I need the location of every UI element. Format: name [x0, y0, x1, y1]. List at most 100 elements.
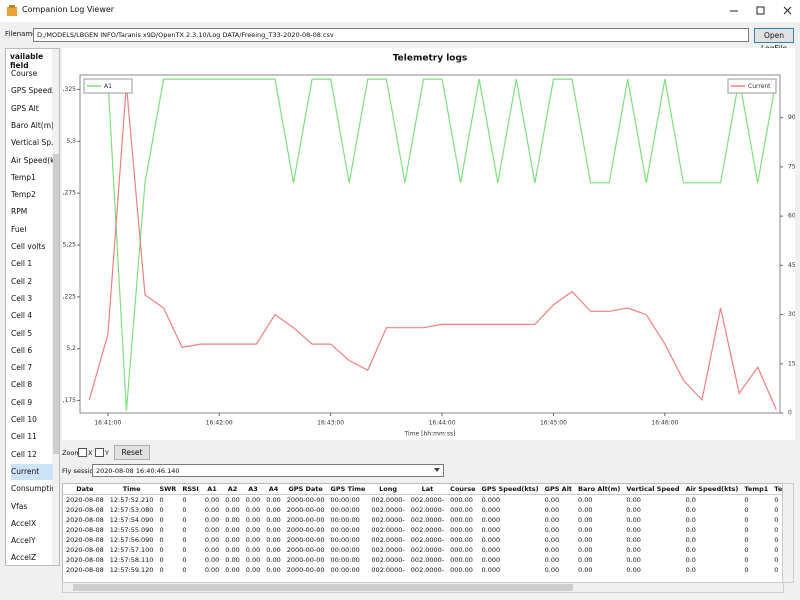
table-cell: 0.0	[685, 506, 696, 514]
field-item[interactable]: Cell 9	[11, 397, 33, 407]
table-cell: 002.0000-	[371, 566, 405, 574]
zoom-y-checkbox[interactable]	[95, 448, 104, 457]
x-tick-label: 16:42:00	[206, 420, 233, 427]
table-cell: 0.00	[245, 506, 261, 514]
table-cell: 0	[774, 536, 779, 544]
column-header[interactable]: Long	[368, 484, 408, 495]
table-cell: 0.00	[245, 496, 261, 504]
column-header[interactable]: GPS Speed(kts)	[478, 484, 542, 495]
field-item[interactable]: RPM	[11, 207, 28, 217]
table-cell: 0.00	[544, 526, 560, 534]
field-item[interactable]: Fuel	[11, 224, 27, 234]
field-item[interactable]: AccelZ	[11, 553, 37, 563]
filename-field[interactable]: D:/MODELS/LBGEN INFO/Taranis x9D/OpenTX …	[33, 28, 749, 42]
field-item[interactable]: Air Speed(k...	[11, 155, 53, 165]
column-header[interactable]: Air Speed(kts)	[682, 484, 742, 495]
field-item[interactable]: Vertical Sp...	[11, 138, 53, 148]
field-item[interactable]: Cell 11	[11, 432, 37, 442]
table-cell: 002.0000-	[371, 496, 405, 504]
sessions-label: Fly sessions	[62, 467, 101, 475]
open-logfile-button[interactable]: Open LogFile	[754, 28, 794, 53]
table-cell: 0.000	[481, 516, 501, 524]
table-cell: 0	[182, 546, 187, 554]
column-header[interactable]: Course	[447, 484, 479, 495]
field-item[interactable]: AccelY	[11, 536, 36, 546]
table-cell: 0.00	[626, 536, 641, 544]
field-item[interactable]: Cell 4	[11, 311, 33, 321]
field-item[interactable]: Cell 12	[11, 449, 37, 459]
y2-tick-label: 30	[788, 311, 795, 318]
table-cell: 0.00	[204, 506, 220, 514]
field-item[interactable]: Cell 5	[11, 328, 33, 338]
field-item[interactable]: Current	[11, 463, 53, 480]
table-cell: 0.00	[204, 536, 220, 544]
sessions-dropdown[interactable]: 2020-08-08 16:40:46.140	[92, 464, 444, 477]
column-header[interactable]: A1	[201, 484, 223, 495]
table-cell: 0.00	[225, 556, 240, 564]
column-header[interactable]: Baro Alt(m)	[575, 484, 624, 495]
column-header[interactable]: SWR	[156, 484, 180, 495]
column-header[interactable]: RSSI	[179, 484, 202, 495]
field-item[interactable]: Cell volts	[11, 242, 46, 251]
column-header[interactable]: Date	[63, 484, 107, 495]
table-cell: 0	[159, 556, 164, 564]
field-item[interactable]: Temp2	[11, 190, 36, 200]
table-hscroll[interactable]	[62, 582, 784, 593]
y2-tick-label: 75	[788, 163, 795, 170]
field-item[interactable]: Cell 2	[11, 276, 33, 286]
column-header[interactable]: A3	[242, 484, 264, 495]
reset-button[interactable]: Reset	[114, 445, 150, 460]
column-header[interactable]: Lat	[407, 484, 448, 495]
table-cell: 00:00:00	[330, 546, 360, 554]
field-item[interactable]: Cell 1	[11, 259, 33, 269]
table-cell: 0.00	[225, 526, 240, 534]
field-item[interactable]: Course	[11, 69, 38, 78]
column-header[interactable]: Vertical Speed	[623, 484, 683, 495]
column-header[interactable]: GPS Date	[283, 484, 328, 495]
table-cell: 002.0000-	[371, 556, 405, 564]
table-cell: 00:00:00	[330, 566, 360, 574]
column-header[interactable]: A4	[263, 484, 284, 495]
column-header[interactable]: Time	[106, 484, 157, 495]
field-item[interactable]: GPS Alt	[11, 103, 39, 113]
field-item[interactable]: Temp1	[11, 172, 36, 182]
window-controls[interactable]	[720, 2, 800, 20]
table-cell: 0	[774, 496, 779, 504]
maximize[interactable]	[756, 6, 765, 15]
table-cell: 0.00	[204, 556, 220, 564]
dropdown-arrow[interactable]	[434, 468, 442, 474]
scrollbar[interactable]	[52, 49, 59, 565]
field-item[interactable]: Cell 7	[11, 363, 33, 373]
table-cell: 0.00	[266, 496, 281, 504]
table-cell: 0.00	[266, 566, 281, 574]
table-cell: 002.0000-	[410, 526, 445, 534]
table-cell: 002.0000-	[410, 546, 445, 554]
field-item[interactable]: Cell 10	[11, 415, 37, 424]
table-cell: 0	[744, 526, 749, 534]
field-item[interactable]: Vfas	[11, 501, 28, 511]
field-item[interactable]: Cell 6	[11, 345, 33, 355]
zoom-x-checkbox[interactable]	[78, 448, 87, 457]
table-cell: 000.00	[450, 556, 473, 564]
table-cell: 0	[182, 506, 187, 514]
table-cell: 0.00	[225, 536, 240, 544]
column-header[interactable]: GPS Alt	[541, 484, 576, 495]
field-item[interactable]: Baro Alt(m)	[11, 120, 53, 130]
field-item[interactable]: Cell 3	[11, 293, 33, 303]
table-cell: 0	[159, 536, 164, 544]
close[interactable]	[783, 6, 792, 15]
field-item[interactable]: AccelX	[11, 518, 37, 528]
field-item[interactable]: Consumption	[11, 484, 53, 494]
column-header[interactable]: GPS Time	[327, 484, 369, 495]
field-item[interactable]: Cell 8	[11, 380, 33, 390]
legend-box	[83, 78, 133, 94]
table-vscroll[interactable]	[782, 483, 794, 583]
table-cell: 2020-08-08	[66, 516, 104, 524]
field-item[interactable]: GPS Speed...	[11, 86, 53, 96]
column-header[interactable]: Temp1	[741, 484, 772, 495]
table-cell: 0.00	[266, 556, 281, 564]
column-header[interactable]: A2	[222, 484, 243, 495]
column-header[interactable]: Temp2	[771, 484, 783, 495]
table-cell: 0	[159, 496, 164, 504]
table-cell: 0.00	[544, 536, 560, 544]
